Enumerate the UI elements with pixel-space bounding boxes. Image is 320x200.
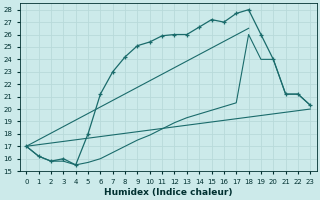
X-axis label: Humidex (Indice chaleur): Humidex (Indice chaleur) [104,188,233,197]
